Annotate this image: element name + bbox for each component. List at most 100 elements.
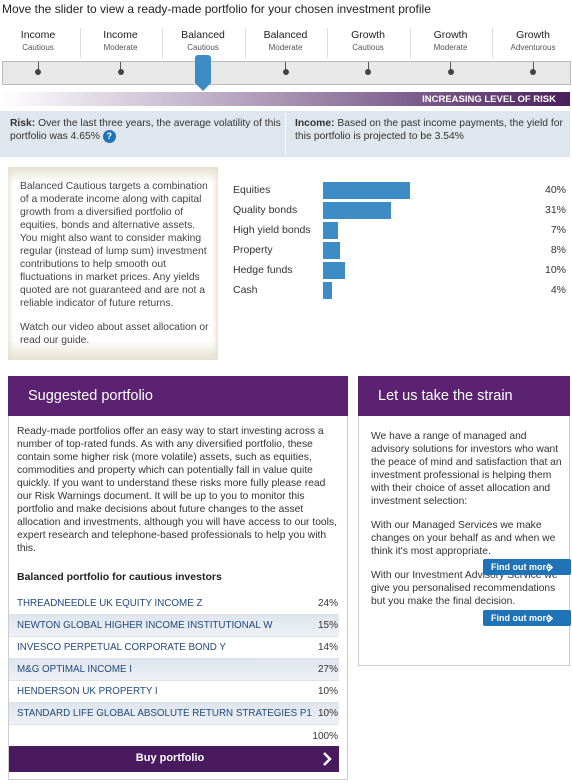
fund-percent: 10%	[317, 686, 338, 697]
slider-dot[interactable]	[35, 69, 41, 75]
fund-row-bg	[9, 615, 339, 636]
value-label: 10%	[544, 264, 566, 276]
slider-tick	[120, 62, 121, 70]
fund-percent: 24%	[317, 598, 338, 609]
slider-dot[interactable]	[447, 69, 454, 75]
category-label: Cash	[233, 284, 258, 296]
slider-dot[interactable]	[117, 69, 124, 75]
income-label: Income:	[295, 118, 335, 129]
risk-label: Risk:	[10, 118, 36, 129]
fund-name[interactable]: NEWTON GLOBAL HIGHER INCOME INSTITUTIONA…	[17, 620, 273, 631]
profile-separator	[492, 28, 493, 58]
profile-name[interactable]: Balanced	[181, 29, 225, 41]
fund-divider	[9, 636, 339, 637]
category-label: Quality bonds	[233, 204, 298, 216]
buy-button-label[interactable]: Buy portfolio	[135, 752, 205, 764]
income-text: Based on the past income payments, the y…	[295, 118, 563, 142]
find-out-more-button[interactable]: Find out more	[483, 559, 571, 575]
value-label: 7%	[550, 224, 566, 236]
fund-percent: 15%	[317, 620, 338, 631]
risk-info: Risk: Over the last three years, the ave…	[10, 117, 282, 143]
category-label: Hedge funds	[233, 264, 293, 276]
profile-separator	[162, 28, 163, 58]
profile-name[interactable]: Growth	[516, 29, 550, 41]
fund-divider	[9, 614, 339, 615]
value-label: 40%	[544, 184, 566, 196]
fund-divider	[9, 702, 339, 703]
strain-title: Let us take the strain	[378, 388, 513, 404]
bar	[323, 242, 341, 259]
fund-row-bg	[9, 659, 339, 680]
risk-banner	[0, 92, 570, 106]
suggested-text: Ready-made portfolios offer an easy way …	[17, 426, 337, 554]
profile-separator	[79, 28, 81, 58]
profile-sub[interactable]: Adventurous	[510, 43, 556, 52]
profile-sub[interactable]: Cautious	[22, 43, 54, 52]
profile-separator	[327, 28, 328, 58]
fund-divider	[9, 658, 339, 659]
category-label: High yield bonds	[233, 224, 311, 236]
separator	[285, 113, 286, 155]
buy-arrow	[323, 752, 332, 766]
buy-button[interactable]	[9, 746, 339, 772]
profile-separator	[409, 28, 411, 58]
slider-tick	[37, 62, 39, 70]
value-label: 4%	[550, 284, 566, 296]
profile-name[interactable]: Growth	[351, 29, 385, 41]
description-paragraph: Balanced Cautious targets a combination …	[20, 181, 208, 309]
profile-separator	[244, 28, 246, 58]
bar	[323, 182, 411, 199]
value-label: 31%	[544, 204, 566, 216]
bar	[323, 262, 345, 279]
bar	[323, 282, 332, 299]
description: Balanced Cautious targets a combination …	[20, 180, 210, 358]
suggested-subtitle: Balanced portfolio for cautious investor…	[17, 571, 222, 583]
find-out-more-button[interactable]: Find out more	[483, 610, 571, 626]
slider-tick	[285, 62, 286, 70]
profile-sub[interactable]: Moderate	[433, 43, 468, 52]
button-arrow	[547, 563, 553, 572]
profile-sub[interactable]: Cautious	[187, 43, 219, 52]
fund-percent: 27%	[317, 664, 338, 675]
profile-name[interactable]: Income	[20, 29, 56, 41]
profile-name[interactable]: Growth	[433, 29, 468, 41]
category-label: Equities	[233, 184, 271, 196]
suggested-title: Suggested portfolio	[28, 388, 153, 404]
profile-sub[interactable]: Cautious	[352, 43, 384, 52]
income-info: Income: Based on the past income payment…	[295, 117, 567, 143]
slider-tick	[450, 62, 451, 70]
slider-handle-tip	[195, 83, 211, 91]
slider-track[interactable]	[2, 61, 571, 85]
fund-name[interactable]: THREADNEEDLE UK EQUITY INCOME Z	[17, 598, 203, 609]
risk-banner-text: INCREASING LEVEL OF RISK	[422, 94, 556, 105]
strain-paragraph: With our Managed Services we make change…	[371, 520, 556, 557]
allocation-chart: Equities 40% Quality bonds 31% High yield bo…	[230, 182, 570, 302]
slider-tick	[532, 62, 534, 70]
fund-percent: 14%	[317, 642, 338, 653]
slider-dot[interactable]	[365, 69, 371, 75]
fund-name[interactable]: M&G OPTIMAL INCOME I	[17, 664, 133, 675]
slider-dot[interactable]	[530, 69, 536, 75]
fund-divider	[9, 724, 339, 725]
suggested-header	[8, 376, 348, 416]
profile-name[interactable]: Balanced	[263, 29, 308, 41]
category-label: Property	[233, 244, 273, 256]
bar	[323, 222, 339, 239]
fund-name[interactable]: HENDERSON UK PROPERTY I	[17, 686, 158, 697]
strain-paragraph: We have a range of managed and advisory …	[371, 431, 562, 507]
profile-sub[interactable]: Moderate	[103, 43, 138, 52]
fund-total: 100%	[312, 731, 338, 742]
slider-dot[interactable]	[282, 69, 289, 75]
fund-name[interactable]: INVESCO PERPETUAL CORPORATE BOND Y	[17, 642, 226, 653]
slider-handle[interactable]	[195, 55, 211, 83]
risk-text: Over the last three years, the average v…	[10, 118, 281, 142]
profile-name[interactable]: Income	[103, 29, 138, 41]
profile-sub[interactable]: Moderate	[268, 43, 303, 52]
fund-name[interactable]: STANDARD LIFE GLOBAL ABSOLUTE RETURN STR…	[17, 708, 312, 719]
strain-header	[358, 376, 570, 416]
strain-paragraph: With our Investment Advisory Service we …	[371, 570, 558, 607]
strain-text: We have a range of managed and advisory …	[371, 430, 563, 619]
button-arrow	[547, 614, 553, 623]
help-icon[interactable]: ?	[102, 130, 116, 143]
